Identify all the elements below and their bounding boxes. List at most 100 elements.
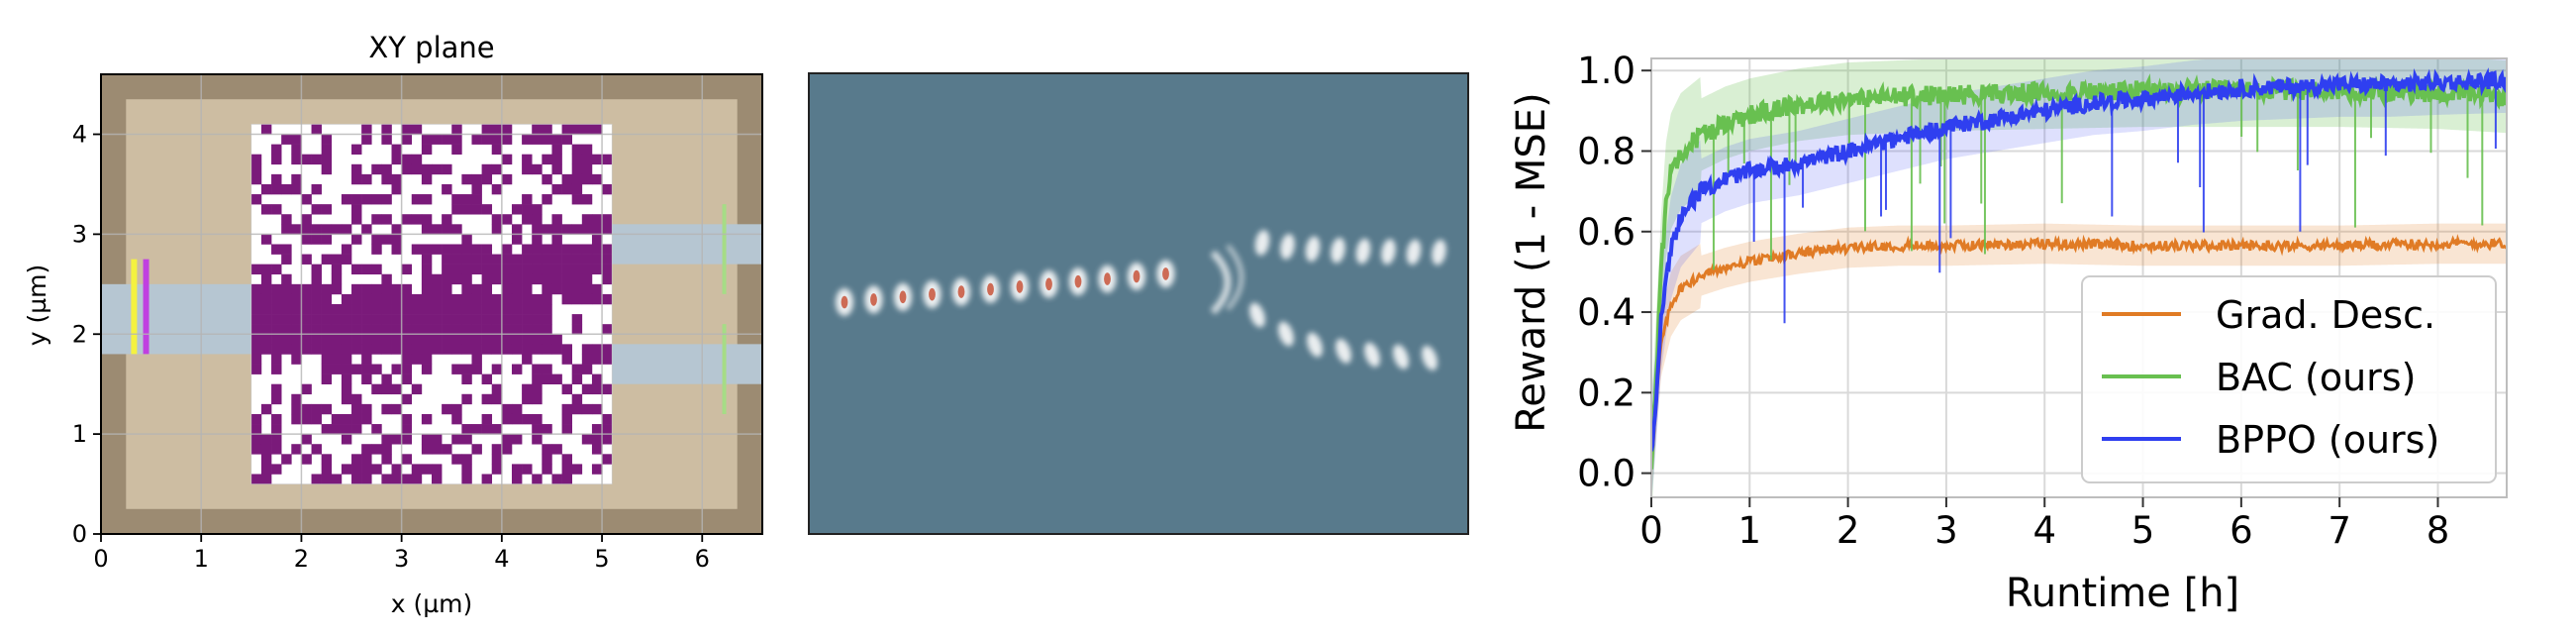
design-cell: [532, 204, 543, 215]
reward-axes: 0 1 2 3 4 5 6 7 8 0.0 0.2 0.4 0.6 0.8 1.0: [1577, 50, 2508, 552]
pulse-glow: [1381, 239, 1396, 266]
design-cell: [542, 244, 552, 255]
design-cell: [561, 273, 572, 285]
design-cell: [351, 314, 362, 325]
design-cell: [481, 264, 493, 275]
design-cell: [532, 344, 543, 355]
lower-branch-pulse: [1307, 332, 1323, 358]
design-cell: [311, 304, 322, 315]
design-cell: [481, 293, 493, 305]
design-cell: [311, 264, 322, 275]
design-cell: [391, 344, 402, 355]
design-cell: [461, 454, 472, 465]
design-cell: [532, 413, 543, 425]
design-cell: [491, 134, 503, 145]
design-cell: [432, 434, 443, 445]
design-cell: [501, 403, 513, 415]
design-cell: [281, 334, 292, 345]
design-cell: [381, 403, 392, 415]
design-cell: [381, 273, 392, 285]
design-cell: [381, 283, 392, 295]
design-cell: [581, 403, 593, 415]
design-cell: [581, 344, 593, 355]
design-cell: [591, 434, 603, 445]
design-cell: [511, 283, 523, 295]
design-cell: [361, 364, 372, 374]
xy-plane-title: XY plane: [368, 31, 494, 64]
design-cell: [471, 293, 482, 305]
design-cell: [341, 224, 352, 235]
design-cell: [281, 273, 292, 285]
design-cell: [311, 224, 322, 235]
design-cell: [341, 344, 352, 355]
design-cell: [602, 264, 613, 275]
design-cell: [321, 134, 333, 145]
design-cell: [451, 273, 462, 285]
design-cell: [591, 124, 603, 135]
design-cell: [551, 373, 562, 384]
design-cell: [250, 314, 262, 325]
design-cell: [411, 154, 423, 165]
design-cell: [491, 163, 503, 175]
design-cell: [341, 373, 352, 384]
design-cell: [371, 334, 382, 345]
design-cell: [451, 344, 462, 355]
design-cell: [401, 424, 413, 435]
design-cell: [461, 273, 472, 285]
design-cell: [260, 403, 272, 415]
design-cell: [542, 314, 552, 325]
design-cell: [351, 424, 362, 435]
design-cell: [532, 304, 543, 315]
design-cell: [271, 304, 282, 315]
design-cell: [361, 413, 372, 425]
design-cell: [361, 194, 372, 205]
design-cell: [341, 434, 352, 445]
legend-label-0: Grad. Desc.: [2216, 293, 2435, 337]
design-cell: [491, 364, 503, 374]
design-cell: [551, 273, 562, 285]
field-intensity-panel: [808, 72, 1469, 535]
design-cell: [451, 204, 462, 215]
xy-plane-chart: XY plane 0 1 2 3 4 5 6 0 1 2 3 4 x (µm) y (µm): [23, 31, 763, 618]
design-cell: [301, 214, 312, 225]
design-cell: [511, 334, 523, 345]
design-cell: [542, 464, 552, 475]
design-cell: [432, 324, 443, 335]
design-cell: [391, 324, 402, 335]
design-cell: [432, 464, 443, 475]
design-cell: [401, 264, 413, 275]
design-cell: [451, 304, 462, 315]
design-cell: [281, 314, 292, 325]
design-cell: [442, 183, 452, 195]
design-cell: [442, 254, 452, 265]
design-cell: [321, 334, 333, 345]
design-cell: [401, 344, 413, 355]
design-cell: [461, 304, 472, 315]
design-cell: [411, 474, 423, 484]
y-tick-label: 1: [72, 420, 87, 448]
design-cell: [250, 413, 262, 425]
design-cell: [291, 183, 302, 195]
design-cell: [361, 173, 372, 185]
design-cell: [291, 413, 302, 425]
design-cell: [311, 324, 322, 335]
y-tick-label: 0.0: [1577, 453, 1635, 495]
design-cell: [561, 244, 572, 255]
design-cell: [291, 154, 302, 165]
design-cell: [351, 464, 362, 475]
design-cell: [581, 293, 593, 305]
design-cell: [271, 334, 282, 345]
design-cell: [281, 283, 292, 295]
design-cell: [321, 293, 333, 305]
design-cell: [331, 474, 343, 484]
lower-branch-pulse: [1422, 345, 1437, 371]
design-cell: [501, 334, 513, 345]
design-cell: [291, 324, 302, 335]
design-cell: [581, 264, 593, 275]
design-cell: [451, 224, 462, 235]
design-cell: [442, 304, 452, 315]
design-cell: [491, 454, 503, 465]
design-cell: [511, 474, 523, 484]
design-cell: [391, 403, 402, 415]
x-tick-label: 4: [2032, 509, 2056, 552]
